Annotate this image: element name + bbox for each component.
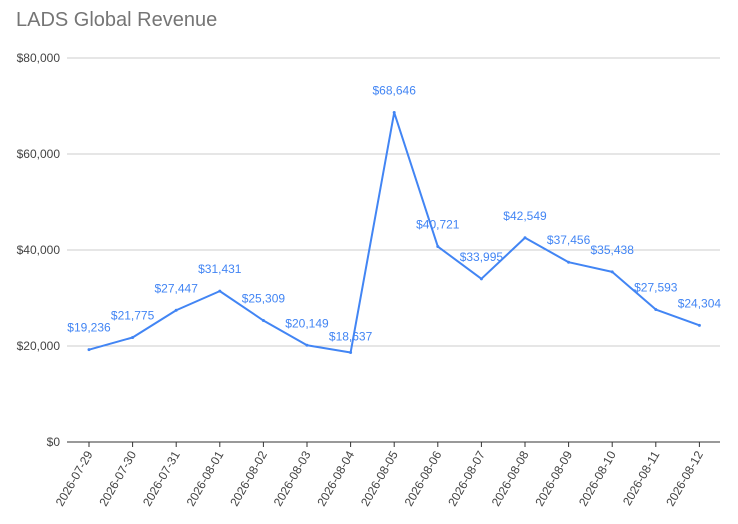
x-tick-label: 2026-08-05 (358, 448, 401, 508)
x-tick-label: 2026-08-04 (314, 448, 357, 508)
data-label: $68,646 (373, 83, 417, 97)
x-tick-label: 2026-07-31 (140, 448, 183, 508)
x-axis: 2026-07-29 2026-07-30 2026-07-31 2026-08-01… (53, 442, 706, 509)
x-tick-label: 2026-08-10 (576, 448, 619, 508)
y-tick-label: $0 (47, 435, 61, 449)
data-point (567, 260, 571, 264)
data-label: $18,637 (329, 330, 373, 344)
data-point (523, 236, 527, 240)
x-tick-label: 2026-08-02 (227, 448, 270, 508)
x-tick-label: 2026-07-29 (53, 448, 96, 508)
data-label: $20,149 (285, 316, 329, 330)
data-label: $25,309 (242, 292, 286, 306)
x-tick-label: 2026-08-08 (489, 448, 532, 508)
x-tick-label: 2026-08-03 (271, 448, 314, 508)
data-label: $42,549 (503, 209, 547, 223)
y-tick-label: $80,000 (17, 51, 61, 65)
data-point (218, 289, 222, 293)
data-label: $31,431 (198, 262, 242, 276)
x-tick-label: 2026-08-01 (184, 448, 227, 508)
x-tick-label: 2026-08-11 (620, 448, 663, 508)
data-label: $27,447 (155, 281, 199, 295)
x-tick-label: 2026-08-12 (663, 448, 706, 508)
data-point (697, 323, 701, 327)
y-tick-label: $20,000 (17, 339, 61, 353)
y-tick-label: $60,000 (17, 147, 61, 161)
gridlines (67, 57, 720, 443)
data-point (131, 335, 135, 339)
data-labels: $19,236$21,775$27,447 $31,431 $25,309 $20,1… (67, 83, 721, 343)
data-label: $33,995 (460, 250, 504, 264)
data-point (87, 348, 91, 352)
data-point (479, 277, 483, 281)
data-point (392, 110, 396, 114)
x-tick-label: 2026-08-06 (402, 448, 445, 508)
y-axis: $0 $20,000 $40,000 $60,000 $80,000 (17, 51, 61, 449)
data-label: $24,304 (678, 296, 722, 310)
data-label: $21,775 (111, 308, 155, 322)
data-label: $27,593 (634, 281, 678, 295)
chart-title: LADS Global Revenue (16, 9, 218, 31)
data-label: $35,438 (591, 243, 635, 257)
data-point (261, 319, 265, 323)
data-label: $37,456 (547, 233, 591, 247)
data-label: $19,236 (67, 321, 111, 335)
x-tick-label: 2026-08-07 (445, 448, 488, 508)
y-tick-label: $40,000 (17, 243, 61, 257)
data-label: $40,721 (416, 218, 460, 232)
x-tick-label: 2026-07-30 (96, 448, 139, 508)
series-line (88, 111, 700, 354)
data-point (349, 351, 353, 355)
x-tick-label: 2026-08-09 (532, 448, 575, 508)
series (87, 110, 701, 355)
data-point (174, 308, 178, 312)
data-point (305, 343, 309, 347)
data-point (654, 308, 658, 312)
data-point (436, 245, 440, 249)
data-point (610, 270, 614, 274)
